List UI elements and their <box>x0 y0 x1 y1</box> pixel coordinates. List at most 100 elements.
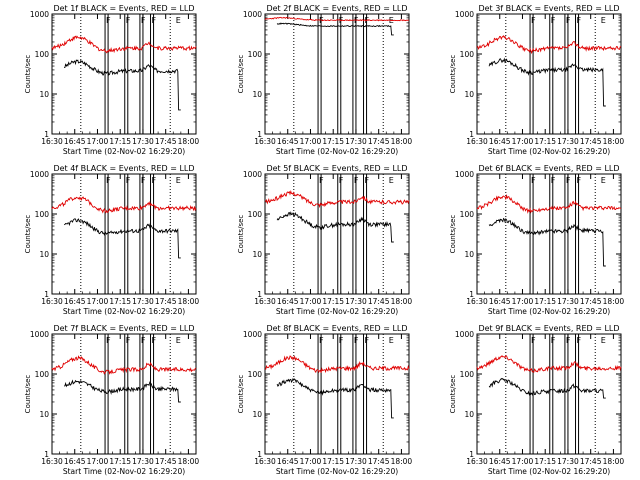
y-tick-label: 10 <box>252 250 262 259</box>
series-line-lld <box>264 355 410 374</box>
y-tick-label: 1000 <box>455 170 474 179</box>
series-line-lld <box>264 16 410 22</box>
x-axis-label: Start Time (02-Nov-02 16:29:20) <box>488 307 610 316</box>
x-tick-label: 17:00 <box>87 457 109 466</box>
x-tick-label: 17:45 <box>155 137 177 146</box>
x-tick-label: 18:00 <box>391 297 413 306</box>
y-tick-label: 100 <box>460 210 475 219</box>
y-tick-label: 100 <box>35 370 50 379</box>
x-tick-label: 16:45 <box>64 457 86 466</box>
series-line-lld <box>51 196 197 214</box>
y-tick-label: 1 <box>469 450 474 459</box>
x-tick-label: 17:45 <box>580 457 602 466</box>
x-tick-label: 17:15 <box>534 457 556 466</box>
x-tick-label: 18:00 <box>603 297 625 306</box>
y-tick-label: 100 <box>35 50 50 59</box>
x-tick-label: 18:00 <box>391 137 413 146</box>
marker-label: E <box>176 336 181 345</box>
series-line-events <box>64 59 181 111</box>
y-tick-label: 1 <box>44 130 49 139</box>
x-tick-label: 17:00 <box>512 457 534 466</box>
x-axis-label: Start Time (02-Nov-02 16:29:20) <box>488 467 610 476</box>
chart-panel-7: Det 7f BLACK = Events, RED = LLD 1 10 100 10… <box>24 324 199 476</box>
y-tick-label: 1 <box>44 450 49 459</box>
marker-label: F <box>531 16 536 25</box>
x-tick-label: 17:30 <box>557 137 579 146</box>
chart-panel-2: Det 2f BLACK = Events, RED = LLD 1 10 100 10… <box>237 4 412 156</box>
y-tick-label: 1000 <box>455 330 474 339</box>
x-tick-label: 17:30 <box>132 297 154 306</box>
chart-panel-9: Det 9f BLACK = Events, RED = LLD 1 10 100 10… <box>449 324 624 476</box>
chart-panel-6: Det 6f BLACK = Events, RED = LLD 1 10 100 10… <box>449 164 624 316</box>
x-tick-label: 17:45 <box>580 137 602 146</box>
y-tick-label: 1000 <box>30 330 49 339</box>
x-axis-label: Start Time (02-Nov-02 16:29:20) <box>276 467 398 476</box>
marker-label: F <box>566 336 571 345</box>
x-tick-label: 17:30 <box>557 457 579 466</box>
chart-panel-4: Det 4f BLACK = Events, RED = LLD 1 10 100 10… <box>24 164 199 316</box>
chart-panel-5: Det 5f BLACK = Events, RED = LLD 1 10 100 10… <box>237 164 412 316</box>
marker-label: F <box>577 336 582 345</box>
y-tick-label: 10 <box>39 90 49 99</box>
x-tick-label: 16:30 <box>254 137 276 146</box>
x-tick-label: 16:30 <box>41 297 63 306</box>
x-tick-label: 17:00 <box>87 297 109 306</box>
y-tick-label: 1000 <box>30 10 49 19</box>
x-tick-label: 17:15 <box>322 457 344 466</box>
plot-frame <box>51 13 197 135</box>
series-line-events <box>276 377 394 419</box>
x-tick-label: 16:45 <box>64 297 86 306</box>
marker-label: F <box>106 176 111 185</box>
marker-label: F <box>319 176 324 185</box>
chart-title: Det 6f BLACK = Events, RED = LLD <box>478 164 619 173</box>
marker-label: F <box>141 16 146 25</box>
chart-title: Det 1f BLACK = Events, RED = LLD <box>53 4 194 13</box>
y-tick-label: 1 <box>469 290 474 299</box>
marker-label: F <box>551 336 556 345</box>
chart-title: Det 2f BLACK = Events, RED = LLD <box>266 4 407 13</box>
x-tick-label: 17:15 <box>534 297 556 306</box>
x-tick-label: 16:45 <box>64 137 86 146</box>
x-tick-label: 16:45 <box>489 137 511 146</box>
y-tick-label: 1 <box>257 290 262 299</box>
x-tick-label: 17:15 <box>322 137 344 146</box>
marker-label: E <box>601 336 606 345</box>
x-tick-label: 17:15 <box>322 297 344 306</box>
x-tick-label: 16:30 <box>254 457 276 466</box>
y-tick-label: 100 <box>248 370 263 379</box>
y-tick-label: 10 <box>464 250 474 259</box>
y-axis-label: Counts/sec <box>237 375 245 414</box>
series-line-events <box>276 22 394 36</box>
y-tick-label: 10 <box>252 410 262 419</box>
y-tick-label: 100 <box>248 50 263 59</box>
x-tick-label: 16:30 <box>466 137 488 146</box>
y-axis-label: Counts/sec <box>24 55 32 94</box>
x-tick-label: 16:30 <box>466 457 488 466</box>
series-line-lld <box>264 190 410 209</box>
marker-label: F <box>577 176 582 185</box>
x-tick-label: 18:00 <box>178 137 200 146</box>
y-axis-label: Counts/sec <box>449 375 457 414</box>
marker-label: F <box>106 336 111 345</box>
x-tick-label: 17:30 <box>345 297 367 306</box>
x-tick-label: 17:30 <box>345 137 367 146</box>
y-tick-label: 1 <box>257 130 262 139</box>
plot-frame <box>476 333 622 455</box>
y-tick-label: 100 <box>460 370 475 379</box>
y-tick-label: 1000 <box>243 170 262 179</box>
x-tick-label: 16:30 <box>41 457 63 466</box>
marker-label: F <box>577 16 582 25</box>
y-tick-label: 1 <box>257 450 262 459</box>
plot-frame <box>51 173 197 295</box>
marker-label: F <box>141 176 146 185</box>
chart-panel-8: Det 8f BLACK = Events, RED = LLD 1 10 100 10… <box>237 324 412 476</box>
x-tick-label: 17:30 <box>132 137 154 146</box>
marker-label: E <box>389 336 394 345</box>
marker-label: E <box>601 16 606 25</box>
x-axis-label: Start Time (02-Nov-02 16:29:20) <box>488 147 610 156</box>
x-tick-label: 17:45 <box>155 457 177 466</box>
marker-label: F <box>551 176 556 185</box>
series-line-events <box>276 211 394 243</box>
marker-label: F <box>339 336 344 345</box>
